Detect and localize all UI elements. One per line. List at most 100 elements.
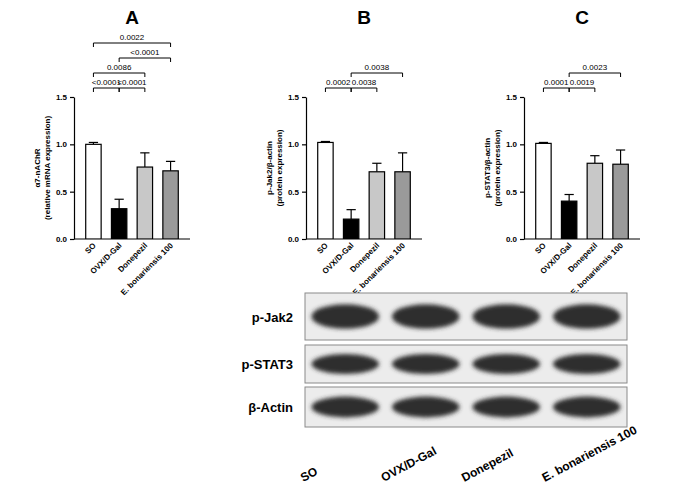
p-value: 0.0023 <box>583 63 608 72</box>
blot-column-label: SO <box>298 464 320 485</box>
x-tick-label: SO <box>533 241 548 256</box>
panel-title: A <box>125 7 139 28</box>
y-tick-label: 0.5 <box>56 188 68 197</box>
y-tick-label: 1.5 <box>288 93 300 102</box>
y-axis-title: (relative mRNA expression) <box>43 116 52 221</box>
y-tick-mark <box>520 144 524 145</box>
bar <box>369 172 384 239</box>
error-cap <box>590 155 599 156</box>
y-tick-label: 0.5 <box>506 188 518 197</box>
panel: B 0.0 0.5 1.0 1.5 p-Jak2/β-actin(protein expr… <box>265 7 422 297</box>
blot-row-label: p-STAT3 <box>241 357 293 372</box>
p-value: <0.0001 <box>117 78 147 87</box>
error-cap <box>565 194 574 195</box>
blot-column-label: Donepezil <box>459 446 516 485</box>
y-tick-label: 1.0 <box>288 140 300 149</box>
y-tick-label: 0.0 <box>56 235 68 244</box>
error-bar <box>376 163 377 172</box>
x-tick: SO <box>533 241 548 256</box>
x-tick-label: E. bonariensis 100 <box>351 241 407 297</box>
y-tick-label: 1.5 <box>506 93 518 102</box>
y-axis: 0.0 0.5 1.0 1.5 <box>506 93 525 244</box>
y-axis-title: p-Jak2/β-actin <box>265 141 274 195</box>
y-tick: 0.0 <box>56 235 74 244</box>
y-tick-mark <box>302 192 306 193</box>
y-tick-mark <box>302 97 306 98</box>
p-value: 0.0086 <box>107 63 132 72</box>
p-value: 0.0002 <box>326 78 351 87</box>
y-tick-label: 0.5 <box>288 188 300 197</box>
bar <box>536 143 551 239</box>
error-cap <box>89 142 98 143</box>
error-cap <box>347 209 356 210</box>
error-cap <box>616 149 625 150</box>
western-blot: p-Jak2p-STAT3β-ActinSOOVX/D-GalDonepezil… <box>241 293 639 485</box>
bar <box>613 164 628 239</box>
plot-area <box>318 141 411 239</box>
blot-band <box>392 304 460 328</box>
error-cap <box>398 152 407 153</box>
y-tick: 0.0 <box>506 235 524 244</box>
y-tick: 1.5 <box>288 93 306 102</box>
comparison-bracket <box>325 88 351 92</box>
comparison-bracket <box>119 58 170 62</box>
bar <box>163 171 178 239</box>
y-tick-label: 1.0 <box>506 140 518 149</box>
y-tick-mark <box>520 192 524 193</box>
y-tick-label: 1.5 <box>56 93 68 102</box>
y-tick: 1.0 <box>288 140 306 149</box>
p-value: <0.0001 <box>130 48 160 57</box>
y-tick-label: 0.0 <box>506 235 518 244</box>
y-tick-mark <box>302 239 306 240</box>
x-axis: SOOVX/D-GalDonepezilE. bonariensis 100 <box>306 239 422 297</box>
x-tick: SO <box>315 241 330 256</box>
blot-band <box>472 304 540 328</box>
comparison-bracket <box>351 73 402 77</box>
y-tick: 0.5 <box>56 188 74 197</box>
panel: A0.00.51.01.5α7-nAChR(relative mRNA expr… <box>33 7 190 297</box>
p-value: 0.0019 <box>570 78 595 87</box>
bar <box>395 172 410 239</box>
bar <box>561 201 576 239</box>
p-value: 0.0001 <box>544 78 569 87</box>
error-bar <box>402 153 403 172</box>
comparison-bracket <box>93 73 144 77</box>
blot-column-label: E. bonariensis 100 <box>540 423 640 485</box>
blot-band <box>392 397 460 418</box>
y-tick-label: 0.0 <box>288 235 300 244</box>
x-tick-label: E. bonariensis 100 <box>569 241 625 297</box>
error-cap <box>166 161 175 162</box>
comparison-bracket <box>93 88 119 92</box>
figure: A0.00.51.01.5α7-nAChR(relative mRNA expr… <box>0 0 677 492</box>
error-bar <box>620 150 621 164</box>
y-axis: 0.00.51.01.5 <box>56 93 75 244</box>
panel-title: B <box>357 7 371 28</box>
y-axis-title: (protein expression) <box>275 129 284 206</box>
blot-band <box>392 354 460 374</box>
x-tick-label: E. bonariensis 100 <box>119 241 175 297</box>
comparison-bracket <box>93 43 170 47</box>
y-tick: 0.5 <box>506 188 524 197</box>
error-bar <box>144 153 145 167</box>
x-axis: SOOVX/D-GalDonepezilE. bonariensis 100 <box>524 239 640 297</box>
y-tick-mark <box>520 239 524 240</box>
blot-row-label: β-Actin <box>248 400 293 415</box>
y-tick-mark <box>70 192 74 193</box>
error-cap <box>140 152 149 153</box>
y-axis-line <box>524 98 525 240</box>
panel-title: C <box>575 7 589 28</box>
x-tick: E. bonariensis 100 <box>351 241 407 297</box>
blot-band <box>311 354 379 374</box>
error-cap <box>115 199 124 200</box>
bar <box>318 142 333 239</box>
blot-column-label: OVX/D-Gal <box>379 444 439 485</box>
p-value: 0.0038 <box>365 63 390 72</box>
blot-band <box>472 397 540 418</box>
bar <box>587 163 602 239</box>
blot-band <box>553 304 621 328</box>
error-cap <box>372 163 381 164</box>
comparison-bracket <box>569 88 595 92</box>
blot-strip <box>305 345 627 383</box>
p-value: 0.0022 <box>120 33 145 42</box>
y-tick: 1.0 <box>506 140 524 149</box>
